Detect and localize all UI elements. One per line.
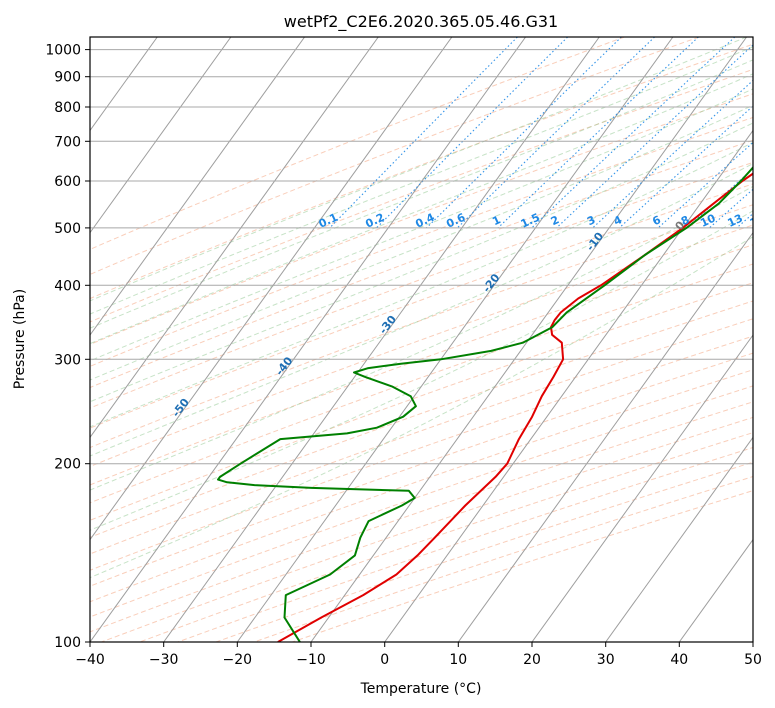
x-tick-label: 10 xyxy=(449,652,467,668)
temperature-line xyxy=(277,172,753,642)
x-tick-label: −30 xyxy=(149,652,179,668)
mixing-ratio-line xyxy=(618,105,753,229)
dry-adiabat-line xyxy=(90,282,753,521)
x-tick-label: 30 xyxy=(597,652,615,668)
dewpoint-line xyxy=(217,166,753,642)
y-tick-label: 200 xyxy=(54,457,81,473)
y-tick-label: 600 xyxy=(54,174,81,190)
x-tick-label: 50 xyxy=(744,652,762,668)
moist-adiabat-line xyxy=(90,210,753,531)
moist-adiabat-line xyxy=(90,104,753,381)
y-axis: 100 200 300 400 500 600 700 800 900 1000 xyxy=(45,43,90,651)
x-tick-label: −20 xyxy=(223,652,253,668)
dry-adiabat-line xyxy=(90,244,753,486)
isotherm-line xyxy=(90,37,527,642)
moist-adiabat-line xyxy=(90,141,753,428)
y-tick-label: 800 xyxy=(54,100,81,116)
dry-adiabat-line xyxy=(90,37,625,250)
isotherm-line xyxy=(0,37,10,642)
mixing-ratio-line xyxy=(376,37,568,229)
dry-adiabat-line xyxy=(90,93,753,346)
mixing-ratio-label: 16 xyxy=(748,211,768,229)
dry-adiabat-line xyxy=(90,385,753,618)
plot-area: -100-90-80-70-60-50-40-30-20-10010203040… xyxy=(0,37,775,642)
x-tick-label: −40 xyxy=(75,652,105,668)
dry-adiabat-line xyxy=(90,43,753,300)
dry-adiabat-line xyxy=(90,116,753,367)
mixing-ratio-line xyxy=(592,79,753,229)
y-tick-label: 100 xyxy=(54,635,81,651)
sounding-series xyxy=(217,166,753,642)
x-axis-label: Temperature (°C) xyxy=(360,681,482,697)
moist-adiabat-line xyxy=(90,73,753,345)
mixing-ratio-line xyxy=(556,44,753,229)
isotherm-line xyxy=(90,37,453,541)
y-tick-label: 1000 xyxy=(45,43,81,59)
dry-adiabat-line xyxy=(90,318,753,555)
mixing-ratio-line xyxy=(426,37,622,229)
dry-adiabat-line xyxy=(90,369,753,603)
isotherm-line xyxy=(678,538,753,642)
plot-frame xyxy=(89,36,754,643)
moist-adiabat-line xyxy=(90,185,753,491)
y-tick-label: 700 xyxy=(54,134,81,150)
x-tick-label: 20 xyxy=(523,652,541,668)
moist-adiabat-line xyxy=(90,88,753,362)
isotherm-line xyxy=(531,334,753,642)
mixing-ratio-line xyxy=(456,37,655,229)
y-tick-label: 900 xyxy=(54,70,81,86)
mixing-ratio-label: 13 xyxy=(726,212,745,230)
isotherm-line xyxy=(605,436,753,642)
dry-adiabat-line xyxy=(90,263,753,504)
y-axis-label: Pressure (hPa) xyxy=(12,289,28,389)
mixing-ratio-label: 10 xyxy=(698,211,718,229)
dry-adiabat-line xyxy=(90,204,753,449)
isotherm-line xyxy=(163,37,600,642)
x-tick-label: −10 xyxy=(296,652,326,668)
dry-adiabat-line xyxy=(90,300,753,538)
moist-adiabat-line xyxy=(90,46,753,315)
mixing-ratio-line xyxy=(329,37,518,229)
x-tick-label: 40 xyxy=(670,652,688,668)
dry-adiabat-line xyxy=(90,37,700,275)
y-tick-label: 400 xyxy=(54,278,81,294)
x-axis: −40 −30 −20 −10 0 10 20 30 40 50 xyxy=(75,642,762,668)
isotherm-line xyxy=(90,37,306,336)
moist-adiabat-line xyxy=(90,236,753,579)
mixing-ratio-line xyxy=(759,37,775,228)
chart-title: wetPf2_C2E6.2020.365.05.46.G31 xyxy=(284,12,558,32)
y-tick-label: 300 xyxy=(54,352,81,368)
isotherm-line xyxy=(90,37,232,234)
dry-adiabat-line xyxy=(90,352,753,587)
y-tick-label: 500 xyxy=(54,221,81,237)
isotherm-line xyxy=(384,129,753,642)
mixing-ratio-lines xyxy=(329,37,775,229)
isotherms xyxy=(0,37,753,642)
dry-adiabat-line xyxy=(90,161,753,409)
isotherm-line xyxy=(752,641,753,642)
moist-adiabat-line xyxy=(90,59,753,329)
isobars xyxy=(90,49,753,642)
dry-adiabat-line xyxy=(90,335,753,571)
isotherm-line xyxy=(457,231,753,642)
moist-adiabat-line xyxy=(90,122,753,403)
isotherm-line xyxy=(236,37,674,642)
isotherm-line xyxy=(90,37,379,439)
x-tick-label: 0 xyxy=(380,652,389,668)
